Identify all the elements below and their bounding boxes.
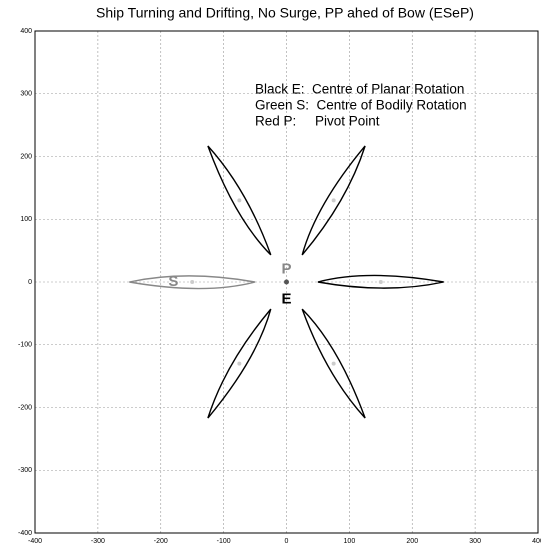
x-tick-label: 0 (285, 538, 289, 545)
y-tick-label: 300 (20, 91, 32, 98)
x-tick-label: 400 (532, 538, 541, 545)
chart-title: Ship Turning and Drifting, No Surge, PP … (96, 5, 474, 21)
x-tick-label: -200 (154, 538, 168, 545)
ship-centre (237, 198, 241, 202)
ship-centre (190, 280, 194, 284)
annotation: Red P: Pivot Point (255, 114, 380, 129)
y-tick-label: 0 (28, 279, 32, 286)
x-tick-label: -100 (217, 538, 231, 545)
origin-point (284, 280, 289, 285)
ship-centre (332, 198, 336, 202)
y-tick-label: -400 (18, 530, 32, 537)
y-tick-label: -200 (18, 404, 32, 411)
x-tick-label: 100 (344, 538, 356, 545)
chart: Ship Turning and Drifting, No Surge, PP … (0, 0, 541, 550)
point-label: S (168, 273, 178, 290)
annotation: Black E: Centre of Planar Rotation (255, 82, 464, 97)
ship-centre (237, 362, 241, 366)
y-tick-label: -300 (18, 467, 32, 474)
ship-centre (379, 280, 383, 284)
x-tick-label: -300 (91, 538, 105, 545)
ship-centre (332, 362, 336, 366)
y-tick-label: -100 (18, 342, 32, 349)
x-tick-label: -400 (28, 538, 42, 545)
point-label: E (281, 291, 291, 308)
y-tick-label: 200 (20, 153, 32, 160)
y-tick-label: 400 (20, 28, 32, 35)
point-label: P (281, 260, 291, 277)
x-tick-label: 300 (469, 538, 481, 545)
annotation: Green S: Centre of Bodily Rotation (255, 98, 467, 113)
y-tick-label: 100 (20, 216, 32, 223)
x-tick-label: 200 (406, 538, 418, 545)
